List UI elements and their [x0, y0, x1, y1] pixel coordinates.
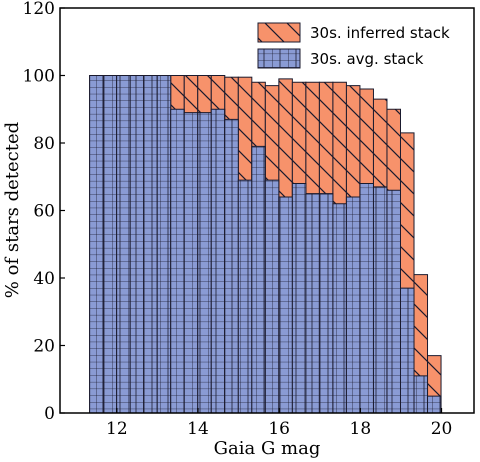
avg-bar-22 [386, 189, 401, 413]
y-tick-label: 120 [23, 0, 55, 19]
avg-bar-23 [399, 287, 415, 413]
legend: 30s. inferred stack 30s. avg. stack [257, 22, 450, 69]
avg-bar-16 [305, 193, 320, 413]
avg-bar-2 [116, 75, 131, 413]
avg-stack-bars [89, 75, 442, 413]
avg-bar-17 [318, 193, 334, 413]
avg-bar-13 [264, 179, 280, 413]
avg-bar-25 [427, 395, 442, 413]
avg-bar-4 [143, 75, 158, 413]
x-tick-label: 18 [350, 419, 372, 439]
avg-bar-12 [251, 145, 266, 413]
legend-label-avg: 30s. avg. stack [310, 50, 424, 68]
avg-bar-1 [102, 75, 118, 413]
legend-swatch-inferred [257, 22, 301, 43]
avg-bar-9 [210, 108, 226, 413]
avg-bar-14 [278, 196, 293, 413]
y-tick-label: 40 [33, 269, 55, 289]
avg-bar-8 [197, 112, 212, 413]
x-tick-label: 14 [187, 419, 209, 439]
y-tick-label: 0 [44, 404, 55, 424]
avg-bar-5 [156, 75, 172, 413]
avg-bar-7 [183, 112, 199, 413]
x-tick-label: 12 [106, 419, 128, 439]
y-axis-title: % of stars detected [2, 122, 23, 298]
avg-bar-6 [170, 108, 185, 413]
y-tick-label: 100 [23, 67, 55, 87]
y-tick-label: 80 [33, 134, 55, 154]
avg-bar-0 [89, 75, 104, 413]
avg-bar-10 [224, 118, 239, 413]
y-tick-label: 60 [33, 202, 55, 222]
y-tick-label: 20 [33, 337, 55, 357]
avg-bar-24 [413, 375, 429, 413]
avg-bar-15 [291, 183, 307, 413]
avg-bar-3 [129, 75, 145, 413]
avg-bar-19 [345, 196, 361, 413]
x-axis-title: Gaia G mag [214, 438, 321, 459]
x-tick-label: 20 [431, 419, 453, 439]
legend-label-inferred: 30s. inferred stack [310, 24, 450, 42]
avg-bar-18 [332, 203, 347, 413]
x-tick-label: 16 [268, 419, 290, 439]
avg-bar-21 [372, 186, 388, 413]
avg-bar-20 [359, 183, 374, 413]
legend-swatch-avg [257, 48, 301, 69]
y-axis-ticks: 0 20 40 60 80 100 120 [23, 0, 65, 424]
x-axis-ticks: 12 14 16 18 20 [106, 408, 452, 439]
avg-bar-11 [237, 179, 253, 413]
